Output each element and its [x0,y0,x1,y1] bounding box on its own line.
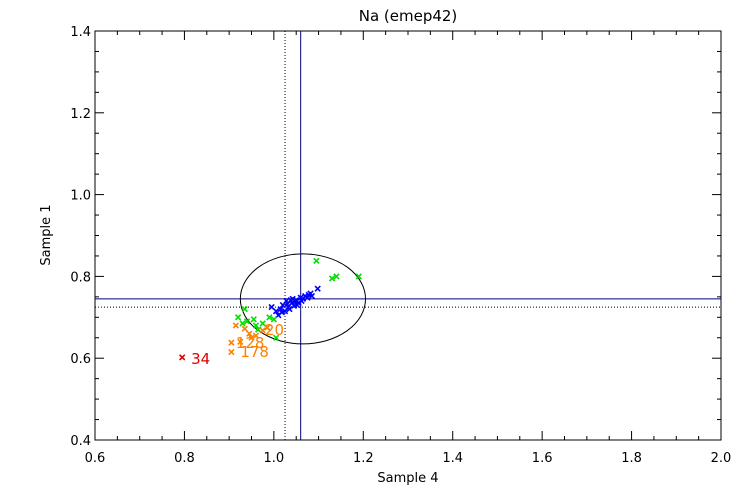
x-tick-label: 1.4 [442,451,463,466]
point-stroke [250,316,257,323]
data-point [263,324,271,331]
y-tick-label: 1.2 [70,107,91,122]
point-stroke [259,320,266,327]
point-label: 178 [240,343,269,361]
chart-title: Na (emep42) [359,7,458,25]
data-point [333,273,340,280]
point-stroke [228,348,235,356]
point-stroke [308,292,316,300]
data-point [228,348,235,356]
point-stroke [232,322,240,329]
point-label: 128 [236,334,265,352]
point-stroke [277,305,284,313]
data-point [246,330,253,337]
x-tick-label: 0.8 [174,451,195,466]
data-points [179,257,362,361]
confidence-ellipse [239,253,367,345]
x-tick-label: 1.0 [264,451,285,466]
point-stroke [333,273,340,280]
y-tick-label: 0.8 [70,270,91,285]
data-point [179,354,186,361]
point-stroke [237,338,244,346]
reference-lines [95,31,721,440]
y-tick-label: 0.6 [70,352,91,367]
data-point [228,339,235,346]
data-point [293,301,301,309]
x-tick-label: 1.2 [353,451,374,466]
point-stroke [252,322,260,329]
point-stroke [228,339,235,346]
point-stroke [355,273,362,280]
data-point [272,307,280,315]
point-stroke [266,314,273,321]
point-stroke [255,326,262,333]
y-tick-label: 0.4 [70,434,91,449]
point-label: 20 [265,321,284,339]
point-stroke [313,257,320,265]
data-point [270,316,278,323]
data-point [241,305,248,313]
point-stroke [286,305,293,313]
data-point [237,338,244,346]
point-stroke [259,327,266,334]
point-stroke [246,330,253,337]
point-stroke [239,320,246,327]
point-stroke [287,296,295,304]
data-point [252,322,260,329]
data-point [314,285,321,292]
point-stroke [268,303,275,311]
data-point [241,325,248,332]
x-tick-label: 1.6 [532,451,553,466]
point-stroke [278,309,286,316]
data-point [328,275,336,282]
point-stroke [234,314,242,321]
x-tick-label: 0.6 [85,451,106,466]
point-stroke [243,318,251,325]
data-point [308,292,316,300]
point-stroke [241,305,248,313]
point-stroke [270,316,278,323]
data-point [272,334,280,341]
data-point [243,318,251,325]
point-stroke [241,325,248,332]
data-point [355,273,362,280]
data-point [250,316,257,323]
point-stroke [263,324,271,331]
data-point [232,322,240,329]
point-stroke [248,334,255,341]
point-stroke [293,301,301,309]
x-tick-label: 1.8 [621,451,642,466]
data-point [234,314,242,321]
data-point [266,314,273,321]
x-tick-label: 2.0 [711,451,732,466]
point-stroke [314,285,321,292]
plot-frame [94,30,722,441]
axes: 0.6 0.8 1.0 1.2 1.4 1.6 1.8 2.0 0.4 0.6 0.8 1.0 1.2 1… [70,25,731,466]
data-point [259,327,266,334]
point-stroke [272,307,280,315]
data-point [255,326,262,333]
y-axis-label: Sample 1 [39,204,54,265]
data-point [239,320,246,327]
point-stroke [328,275,336,282]
y-tick-label: 1.0 [70,189,91,204]
point-stroke [252,332,260,339]
data-point [278,309,286,316]
data-point [286,305,293,313]
data-point [313,257,320,265]
data-point [287,296,295,304]
point-label: 34 [191,350,210,368]
point-stroke [179,354,186,361]
data-point [277,305,284,313]
x-axis-label: Sample 4 [377,471,438,486]
data-point [252,332,260,339]
data-point [248,334,255,341]
y-tick-label: 1.4 [70,25,91,40]
point-stroke [272,334,280,341]
